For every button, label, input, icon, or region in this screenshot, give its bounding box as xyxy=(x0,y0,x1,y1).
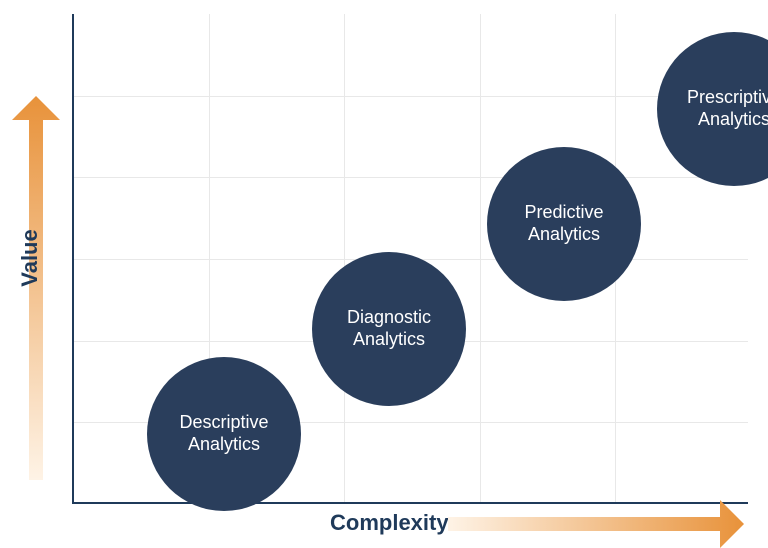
gridline-horizontal xyxy=(74,96,748,97)
gridline-horizontal xyxy=(74,177,748,178)
bubble-label-line1: Predictive xyxy=(524,202,603,224)
x-axis-arrow xyxy=(448,500,744,548)
analytics-bubble: PredictiveAnalytics xyxy=(487,147,641,301)
bubble-label-line2: Analytics xyxy=(524,224,603,246)
bubble-label-line1: Prescriptive xyxy=(687,87,768,109)
analytics-bubble: DiagnosticAnalytics xyxy=(312,252,466,406)
bubble-label-line2: Analytics xyxy=(179,434,268,456)
chart-canvas: Value DescriptiveAnalyticsDiagnosticAnal… xyxy=(0,0,768,546)
bubble-label-line1: Diagnostic xyxy=(347,307,431,329)
bubble-label-line2: Analytics xyxy=(687,109,768,131)
bubble-label-line2: Analytics xyxy=(347,329,431,351)
plot-area: DescriptiveAnalyticsDiagnosticAnalyticsP… xyxy=(72,14,748,504)
y-axis-label: Value xyxy=(17,218,43,298)
analytics-bubble: PrescriptiveAnalytics xyxy=(657,32,768,186)
x-axis-label: Complexity xyxy=(330,510,449,536)
bubble-label-line1: Descriptive xyxy=(179,412,268,434)
gridline-vertical xyxy=(344,14,345,502)
analytics-bubble: DescriptiveAnalytics xyxy=(147,357,301,511)
gridline-vertical xyxy=(480,14,481,502)
